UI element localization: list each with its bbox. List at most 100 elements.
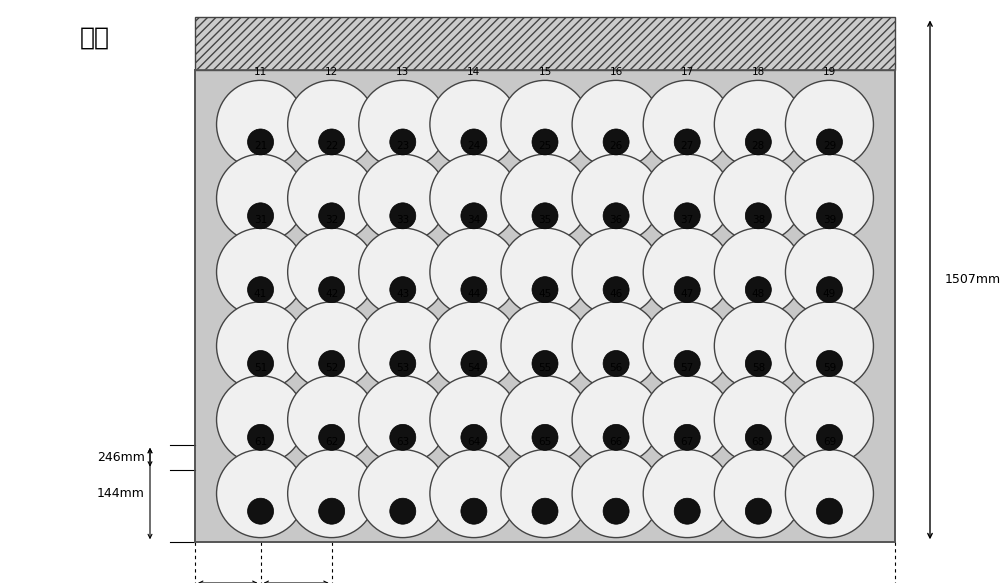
Ellipse shape <box>643 302 731 390</box>
Ellipse shape <box>359 449 447 538</box>
Ellipse shape <box>816 350 842 377</box>
Ellipse shape <box>674 424 700 450</box>
Text: 48: 48 <box>752 289 765 299</box>
Ellipse shape <box>359 228 447 316</box>
Ellipse shape <box>359 80 447 168</box>
Ellipse shape <box>643 80 731 168</box>
Ellipse shape <box>217 228 305 316</box>
Ellipse shape <box>390 498 416 524</box>
Ellipse shape <box>785 154 873 242</box>
Ellipse shape <box>572 228 660 316</box>
Text: 37: 37 <box>681 215 694 225</box>
Ellipse shape <box>248 277 274 303</box>
Text: 52: 52 <box>325 363 338 373</box>
Text: 12: 12 <box>325 68 338 78</box>
Ellipse shape <box>785 302 873 390</box>
Ellipse shape <box>288 449 376 538</box>
Ellipse shape <box>430 449 518 538</box>
Ellipse shape <box>785 449 873 538</box>
Ellipse shape <box>461 129 487 155</box>
Ellipse shape <box>248 129 274 155</box>
Ellipse shape <box>532 129 558 155</box>
Text: 49: 49 <box>823 289 836 299</box>
Ellipse shape <box>461 424 487 450</box>
Text: 29: 29 <box>823 141 836 152</box>
Ellipse shape <box>359 154 447 242</box>
Ellipse shape <box>674 129 700 155</box>
Ellipse shape <box>461 498 487 524</box>
Ellipse shape <box>359 302 447 390</box>
Text: 46: 46 <box>609 289 623 299</box>
Ellipse shape <box>288 228 376 316</box>
Ellipse shape <box>501 228 589 316</box>
Text: 38: 38 <box>752 215 765 225</box>
Text: 69: 69 <box>823 437 836 447</box>
Ellipse shape <box>674 350 700 377</box>
Ellipse shape <box>319 498 345 524</box>
Ellipse shape <box>572 80 660 168</box>
Ellipse shape <box>319 277 345 303</box>
Ellipse shape <box>532 424 558 450</box>
Text: 27: 27 <box>681 141 694 152</box>
Ellipse shape <box>288 376 376 463</box>
Ellipse shape <box>430 228 518 316</box>
Text: 58: 58 <box>752 363 765 373</box>
Ellipse shape <box>745 424 771 450</box>
Text: 66: 66 <box>609 437 623 447</box>
Text: 31: 31 <box>254 215 267 225</box>
Text: 34: 34 <box>467 215 481 225</box>
Ellipse shape <box>390 129 416 155</box>
Ellipse shape <box>217 449 305 538</box>
Text: 39: 39 <box>823 215 836 225</box>
Ellipse shape <box>643 449 731 538</box>
Ellipse shape <box>390 277 416 303</box>
Text: 42: 42 <box>325 289 338 299</box>
Ellipse shape <box>745 498 771 524</box>
Text: 246mm: 246mm <box>97 451 145 463</box>
Ellipse shape <box>461 277 487 303</box>
Text: 57: 57 <box>681 363 694 373</box>
Ellipse shape <box>745 203 771 229</box>
Ellipse shape <box>714 154 802 242</box>
Ellipse shape <box>319 129 345 155</box>
Ellipse shape <box>816 498 842 524</box>
Ellipse shape <box>430 80 518 168</box>
Text: 53: 53 <box>396 363 409 373</box>
Ellipse shape <box>248 424 274 450</box>
Ellipse shape <box>248 498 274 524</box>
Text: 32: 32 <box>325 215 338 225</box>
Text: 13: 13 <box>396 68 409 78</box>
Ellipse shape <box>390 350 416 377</box>
Text: 23: 23 <box>396 141 409 152</box>
Ellipse shape <box>785 80 873 168</box>
Ellipse shape <box>674 498 700 524</box>
Ellipse shape <box>714 80 802 168</box>
Text: 19: 19 <box>823 68 836 78</box>
Text: 26: 26 <box>609 141 623 152</box>
Ellipse shape <box>674 277 700 303</box>
Ellipse shape <box>816 424 842 450</box>
Ellipse shape <box>603 424 629 450</box>
Ellipse shape <box>603 350 629 377</box>
Ellipse shape <box>217 376 305 463</box>
Ellipse shape <box>714 228 802 316</box>
Text: 61: 61 <box>254 437 267 447</box>
Ellipse shape <box>785 228 873 316</box>
Text: 47: 47 <box>681 289 694 299</box>
Ellipse shape <box>572 302 660 390</box>
Text: 54: 54 <box>467 363 481 373</box>
Ellipse shape <box>745 277 771 303</box>
Ellipse shape <box>572 376 660 463</box>
Text: 28: 28 <box>752 141 765 152</box>
Ellipse shape <box>461 203 487 229</box>
Ellipse shape <box>430 302 518 390</box>
Ellipse shape <box>532 498 558 524</box>
Text: 55: 55 <box>538 363 552 373</box>
Text: 17: 17 <box>681 68 694 78</box>
Ellipse shape <box>501 154 589 242</box>
Text: 24: 24 <box>467 141 481 152</box>
Ellipse shape <box>501 376 589 463</box>
Ellipse shape <box>714 376 802 463</box>
Ellipse shape <box>501 80 589 168</box>
Ellipse shape <box>430 154 518 242</box>
